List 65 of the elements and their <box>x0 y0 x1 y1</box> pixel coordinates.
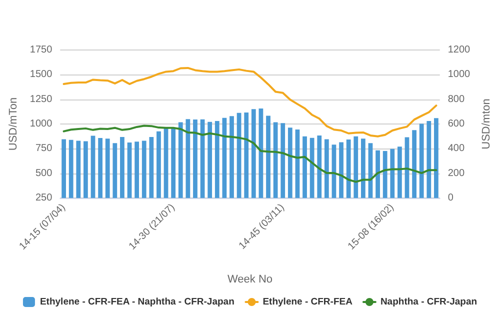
bar <box>149 136 154 198</box>
bar <box>134 142 140 198</box>
bar <box>171 128 176 198</box>
bar <box>230 116 234 198</box>
bar <box>98 138 102 198</box>
y-tick-label: 250 <box>35 192 53 204</box>
bar <box>376 150 380 198</box>
bar <box>310 138 314 198</box>
bar <box>178 122 183 198</box>
bar <box>390 148 395 198</box>
bar <box>186 119 190 198</box>
bar <box>164 128 168 198</box>
y-tick-label: 1250 <box>30 94 53 105</box>
y2-tick-label: 400 <box>448 143 465 154</box>
y2-tick-label: 800 <box>448 94 465 105</box>
legend-label: Ethylene - CFR-FEA <box>262 296 353 308</box>
bar <box>193 120 198 198</box>
bar <box>354 136 358 198</box>
bar <box>412 130 416 198</box>
bar <box>288 128 292 198</box>
bar <box>120 136 124 198</box>
y-tick-label: 1500 <box>30 69 53 80</box>
bar <box>244 112 249 198</box>
line-series <box>62 66 438 138</box>
bar <box>346 140 351 198</box>
bar <box>280 123 286 198</box>
bar <box>317 135 322 198</box>
y2-tick-label: 0 <box>448 192 454 204</box>
bar <box>208 122 212 198</box>
y2-tick-label: 200 <box>448 168 465 179</box>
legend-label: Naphtha - CFR-Japan <box>380 296 478 308</box>
bar <box>324 139 329 198</box>
legend-label: Ethylene - CFR-FEA - Naphtha - CFR-Japan <box>40 296 235 308</box>
bar <box>105 138 110 198</box>
bar <box>434 118 438 198</box>
bar <box>302 136 307 198</box>
bar <box>266 116 270 198</box>
bar <box>360 138 366 198</box>
bar <box>339 142 344 198</box>
bar <box>127 142 132 198</box>
bar <box>214 121 220 198</box>
y2-axis-title: USD/mton <box>480 98 492 150</box>
line-series <box>62 124 438 183</box>
bar <box>68 140 74 198</box>
y2-tick-label: 1000 <box>448 69 471 80</box>
y-tick-label: 1000 <box>30 118 53 130</box>
bar <box>398 146 402 198</box>
bar <box>426 121 432 198</box>
y-tick-label: 1750 <box>30 44 53 56</box>
x-axis-title: Week No <box>227 274 273 286</box>
y2-tick-label: 1200 <box>448 44 471 56</box>
y2-tick-label: 600 <box>448 118 465 130</box>
bar <box>251 109 256 198</box>
bar <box>76 140 81 198</box>
y-axis-title: USD/mTon <box>8 97 20 151</box>
bar <box>90 136 96 198</box>
bar <box>142 140 146 198</box>
bar <box>382 151 388 198</box>
y-tick-label: 500 <box>35 168 53 179</box>
bar <box>62 139 66 198</box>
y-tick-label: 750 <box>35 143 53 154</box>
bar <box>112 143 118 198</box>
bar <box>419 124 424 198</box>
bar <box>84 141 88 198</box>
bar <box>156 131 161 198</box>
